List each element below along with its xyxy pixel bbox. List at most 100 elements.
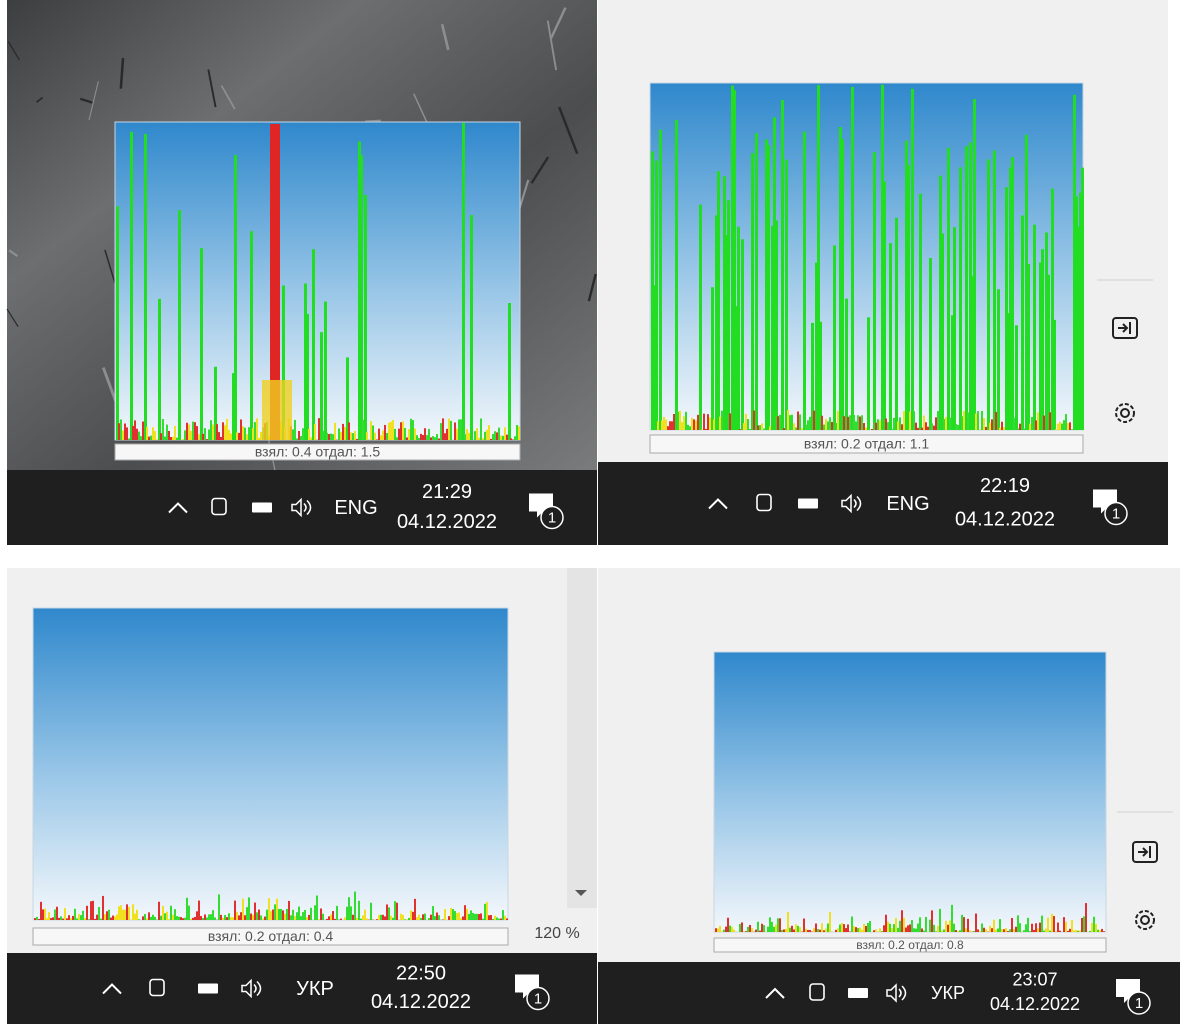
traffic-spike	[374, 432, 376, 440]
battery-icon[interactable]	[798, 498, 818, 509]
traffic-spike	[198, 900, 200, 920]
battery-icon[interactable]	[252, 502, 272, 513]
show-hidden-icons[interactable]	[765, 987, 785, 999]
traffic-spike	[310, 907, 312, 920]
clock-date[interactable]: 04.12.2022	[371, 991, 471, 1013]
show-hidden-icons[interactable]	[168, 502, 188, 514]
traffic-spike	[66, 918, 68, 920]
traffic-spike	[767, 144, 770, 430]
traffic-spike	[330, 914, 332, 920]
meet-icon[interactable]	[809, 983, 825, 1001]
meet-icon[interactable]	[211, 497, 227, 516]
traffic-spike	[210, 420, 212, 440]
traffic-spike	[805, 424, 807, 430]
traffic-spike	[747, 926, 749, 932]
traffic-spike	[240, 912, 242, 920]
traffic-spike	[1037, 928, 1039, 932]
traffic-spike	[102, 895, 104, 920]
settings-icon[interactable]	[1135, 910, 1155, 930]
show-hidden-icons[interactable]	[708, 498, 728, 510]
clock-time[interactable]: 22:19	[980, 475, 1030, 497]
traffic-spike	[1095, 923, 1097, 932]
show-hidden-icons[interactable]	[102, 983, 122, 995]
traffic-spike	[170, 437, 172, 440]
traffic-spike	[486, 902, 488, 920]
battery-icon[interactable]	[848, 988, 868, 998]
input-language[interactable]: ENG	[334, 497, 377, 519]
battery-icon[interactable]	[198, 983, 218, 994]
meet-icon[interactable]	[149, 978, 165, 997]
traffic-spike	[304, 283, 307, 440]
clock-time[interactable]: 22:50	[396, 963, 446, 985]
traffic-spike	[246, 434, 248, 440]
traffic-spike	[406, 437, 408, 440]
traffic-spike	[280, 908, 282, 920]
traffic-spike	[148, 912, 150, 920]
traffic-spike	[386, 904, 388, 920]
traffic-spike	[911, 920, 913, 932]
volume-icon[interactable]	[241, 978, 262, 999]
traffic-spike	[120, 905, 122, 920]
traffic-spike	[482, 918, 484, 920]
traffic-spike	[999, 919, 1001, 932]
pin-icon[interactable]	[1112, 317, 1138, 339]
volume-icon[interactable]	[291, 497, 312, 518]
rock-crack	[440, 23, 450, 51]
input-language[interactable]: УКР	[931, 983, 965, 1003]
traffic-spike	[711, 287, 714, 430]
traffic-spike	[981, 923, 983, 932]
traffic-spike	[883, 925, 885, 932]
clock-time[interactable]: 23:07	[1012, 969, 1057, 989]
traffic-spike	[929, 919, 931, 932]
traffic-spike	[861, 415, 863, 430]
traffic-spike	[803, 918, 805, 932]
traffic-spike	[751, 153, 754, 430]
traffic-spike	[228, 913, 230, 920]
traffic-spike	[480, 418, 482, 440]
input-language[interactable]: ENG	[886, 493, 929, 515]
traffic-spike	[166, 424, 168, 440]
traffic-spike	[272, 909, 274, 920]
traffic-spike	[454, 422, 456, 440]
traffic-spike	[741, 922, 743, 932]
traffic-spike	[807, 929, 809, 932]
traffic-spike	[867, 317, 870, 430]
traffic-spike	[390, 421, 392, 440]
traffic-spike	[278, 908, 280, 920]
traffic-spike	[809, 929, 811, 932]
traffic-spike	[148, 436, 150, 440]
traffic-spike	[817, 929, 819, 932]
traffic-spike	[192, 421, 194, 440]
traffic-spike	[470, 910, 472, 920]
traffic-spike	[1081, 917, 1083, 932]
pin-icon[interactable]	[1132, 841, 1158, 863]
traffic-spike	[296, 438, 298, 440]
traffic-spike	[352, 433, 354, 440]
settings-icon[interactable]	[1115, 403, 1135, 423]
traffic-spike	[100, 918, 102, 920]
scroll-down-arrow[interactable]	[575, 890, 587, 896]
traffic-spike	[787, 410, 789, 430]
traffic-spike	[460, 918, 462, 920]
traffic-spike	[302, 428, 304, 440]
traffic-spike	[789, 927, 791, 932]
traffic-spike	[190, 430, 192, 440]
clock-date[interactable]: 04.12.2022	[990, 994, 1080, 1014]
volume-icon[interactable]	[886, 983, 907, 1003]
traffic-spike	[396, 902, 398, 920]
traffic-spike	[172, 914, 174, 920]
input-language[interactable]: УКР	[296, 978, 334, 1000]
pin-arrow	[1138, 846, 1151, 858]
volume-icon[interactable]	[841, 493, 862, 514]
traffic-spike	[1063, 917, 1065, 932]
traffic-spike	[458, 912, 460, 920]
meet-icon[interactable]	[756, 493, 772, 512]
traffic-spike	[442, 418, 444, 440]
traffic-spike	[817, 85, 820, 431]
clock-time[interactable]: 21:29	[422, 481, 472, 503]
traffic-spike	[1031, 923, 1033, 932]
clock-date[interactable]: 04.12.2022	[955, 508, 1055, 530]
traffic-spike	[853, 926, 855, 932]
traffic-spike	[921, 427, 923, 430]
clock-date[interactable]: 04.12.2022	[397, 511, 497, 533]
